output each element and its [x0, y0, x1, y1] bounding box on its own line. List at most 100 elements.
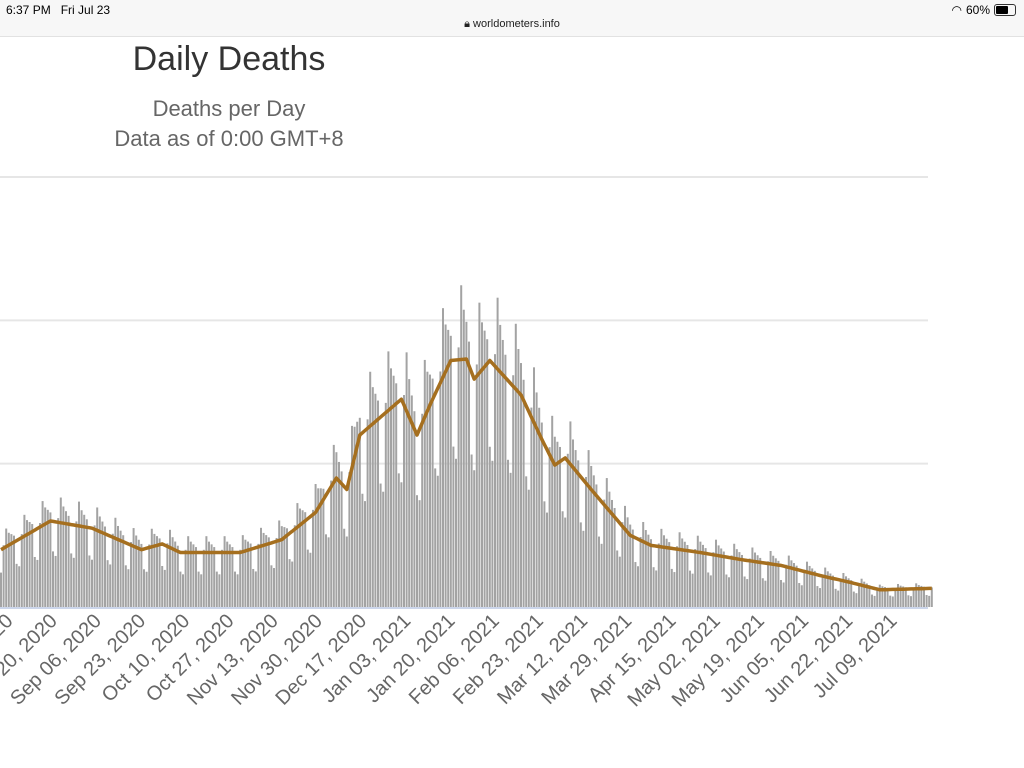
bar: [166, 543, 169, 607]
bar: [899, 585, 902, 607]
bar: [72, 557, 75, 607]
bar: [439, 371, 442, 607]
bar: [782, 582, 785, 607]
bar: [452, 446, 455, 607]
bar: [26, 520, 28, 607]
bar: [512, 375, 515, 607]
bar: [928, 595, 931, 607]
bar: [340, 471, 343, 607]
bar: [585, 476, 587, 607]
bar: [150, 528, 153, 607]
bar: [36, 559, 39, 607]
bar: [535, 392, 538, 607]
bar: [494, 354, 496, 607]
bar: [325, 534, 327, 607]
bar: [520, 363, 522, 607]
bar: [91, 559, 93, 607]
bar: [561, 511, 564, 607]
bar: [746, 579, 749, 607]
wifi-icon: ◠: [951, 3, 962, 17]
bar: [431, 378, 434, 607]
bar: [59, 497, 62, 607]
bar: [556, 441, 559, 607]
bar: [33, 556, 36, 607]
bar: [283, 527, 286, 607]
bar: [449, 335, 452, 607]
bar: [761, 578, 764, 607]
bar: [244, 539, 247, 607]
bar: [798, 583, 801, 607]
bar: [920, 585, 923, 607]
bar: [764, 580, 767, 607]
bar: [5, 528, 8, 607]
bar: [678, 532, 681, 607]
bar: [475, 364, 478, 607]
bar: [319, 488, 322, 607]
bar: [650, 539, 652, 607]
bar: [751, 547, 754, 607]
bar: [681, 538, 684, 607]
bar: [910, 596, 912, 607]
bar: [891, 596, 894, 607]
bar: [735, 549, 738, 607]
bar: [618, 556, 621, 607]
bar: [405, 352, 408, 607]
bar: [608, 491, 611, 607]
bar: [304, 512, 307, 607]
bar: [728, 577, 730, 607]
bar: [845, 576, 847, 607]
bar: [733, 543, 736, 607]
bar: [660, 528, 663, 607]
battery-icon: [994, 4, 1016, 16]
bar: [98, 516, 101, 607]
bar: [486, 339, 489, 607]
bar: [829, 573, 832, 607]
status-bar: 6:37 PM Fri Jul 23 🔒︎ worldometers.info …: [0, 0, 1024, 37]
bar: [715, 539, 717, 607]
chart-subtitle: Deaths per Day: [152, 96, 306, 121]
bar: [241, 535, 244, 607]
bar: [569, 421, 572, 607]
bar: [143, 569, 145, 607]
bar: [837, 590, 840, 607]
battery-percent: 60%: [965, 3, 990, 17]
bar: [130, 542, 132, 607]
bar: [286, 528, 288, 607]
bar: [884, 587, 886, 607]
bar: [280, 526, 283, 607]
bar: [473, 470, 476, 607]
bar: [748, 558, 751, 607]
bar: [262, 532, 265, 607]
bar: [787, 555, 790, 607]
bar: [577, 460, 580, 607]
bar: [200, 574, 203, 607]
bar: [793, 563, 795, 607]
bar: [717, 545, 720, 607]
bar: [483, 330, 486, 607]
bar: [2, 545, 5, 607]
bar: [299, 508, 301, 607]
bar: [104, 526, 106, 607]
bar: [75, 521, 78, 607]
bar: [249, 543, 252, 607]
bar: [18, 566, 21, 607]
chart-subtitle-date: Data as of 0:00 GMT+8: [114, 126, 344, 151]
bar: [252, 568, 255, 607]
bar: [80, 510, 83, 607]
bar: [925, 594, 928, 607]
bar: [369, 371, 372, 607]
bar: [356, 421, 359, 607]
bar: [322, 488, 325, 607]
bar: [800, 585, 803, 607]
bar: [704, 548, 707, 607]
bar: [915, 583, 918, 607]
bar: [538, 407, 541, 607]
url-bar[interactable]: 🔒︎ worldometers.info: [0, 18, 1024, 31]
bar: [663, 535, 665, 607]
bar: [530, 407, 533, 607]
bar: [387, 351, 390, 607]
bar: [894, 588, 897, 607]
bar: [49, 512, 52, 607]
bar: [208, 541, 210, 607]
bar: [410, 395, 413, 607]
